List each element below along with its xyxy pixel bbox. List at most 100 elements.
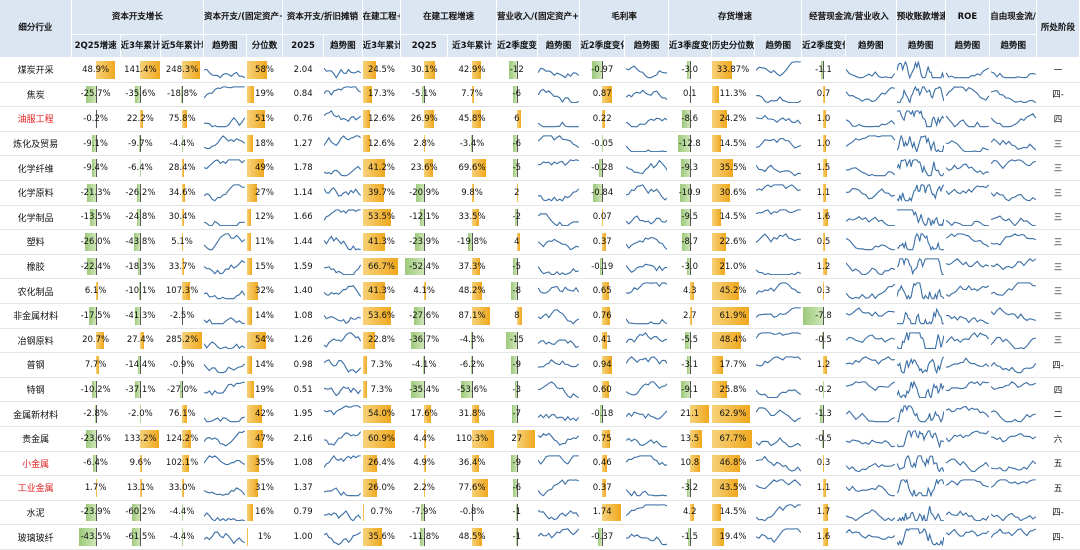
value-cell: 12.6% [362,107,401,132]
industry-name: 煤炭开采 [0,58,71,83]
value-text: 15% [247,258,282,276]
value-cell: 16% [246,500,283,525]
trend-sparkline [756,233,801,251]
value-text: 1.7% [72,479,119,497]
value-cell: 124.2% [161,426,204,451]
value-text: -3.0 [669,61,710,79]
trend-cell [896,303,945,328]
trend-sparkline [324,258,361,276]
trend-sparkline [846,504,895,522]
trend-sparkline [991,307,1036,325]
value-cell: 7.7% [71,353,120,378]
value-text: 0.65 [581,282,624,300]
trend-cell [845,254,896,279]
value-text: 31.8% [449,405,496,423]
trend-sparkline [626,233,668,251]
value-text: 17.6% [402,405,447,423]
value-cell: -5 [496,254,537,279]
trend-sparkline [756,430,801,448]
value-text: 16% [247,504,282,522]
trend-cell [203,353,246,378]
value-text: -43.8% [121,233,160,251]
value-cell: 6 [496,107,537,132]
subheader-2: 近5年累计增速 [161,35,204,58]
value-cell: -1.1 [802,58,846,83]
trend-cell [990,82,1037,107]
trend-cell [203,58,246,83]
stage-cell: 一 [1037,58,1080,83]
value-cell: 0.87 [580,82,625,107]
value-text: -52.4% [402,258,447,276]
value-cell: 20.7% [71,328,120,353]
value-cell: 2.04 [283,58,324,83]
trend-sparkline [897,209,944,227]
value-cell: 39.7% [362,180,401,205]
trend-sparkline [897,356,944,374]
industry-name: 金属新材料 [0,402,71,427]
value-text: 35.6% [363,528,400,546]
value-text: 4.1% [402,282,447,300]
trend-cell [203,476,246,501]
value-text: -26.2% [121,184,160,202]
trend-cell [625,230,669,255]
value-text: 0.7% [363,504,400,522]
trend-cell [845,131,896,156]
trend-sparkline [846,159,895,177]
value-text: 0.41 [581,332,624,350]
trend-cell [990,353,1037,378]
value-cell: 2 [496,180,537,205]
value-text: 107.3% [162,282,203,300]
trend-sparkline [846,381,895,399]
value-cell: -27.0% [161,377,204,402]
value-cell: 35% [246,451,283,476]
value-text: 41.3% [363,282,400,300]
value-text: 45.8% [449,110,496,128]
value-cell: 1.74 [580,500,625,525]
trend-sparkline [946,282,989,300]
trend-sparkline [991,504,1036,522]
trend-sparkline [991,528,1036,546]
value-text: -1.1 [803,61,845,79]
trend-cell [203,402,246,427]
value-text: -1.5 [669,528,710,546]
value-cell: -6.4% [71,451,120,476]
value-text: -3.0 [669,258,710,276]
value-text: 2.7 [669,307,710,325]
trend-cell [896,279,945,304]
value-cell: -9.5 [668,205,711,230]
value-cell: -21.3% [71,180,120,205]
trend-cell [845,377,896,402]
value-cell: 27% [246,180,283,205]
value-text: 87.1% [449,307,496,325]
value-cell: 12.6% [362,131,401,156]
trend-sparkline [538,135,579,153]
value-cell: 18% [246,131,283,156]
value-cell: 30.6% [711,180,755,205]
value-cell: 2.16 [283,426,324,451]
trend-sparkline [756,61,801,79]
value-cell: -15 [496,328,537,353]
value-cell: 4.9% [401,451,448,476]
trend-cell [896,205,945,230]
value-cell: 4.2 [668,500,711,525]
industry-name: 化学纤维 [0,156,71,181]
trend-cell [537,205,580,230]
value-text: -2.8% [72,405,119,423]
value-text: 1.59 [284,258,323,276]
trend-cell [625,353,669,378]
trend-cell [323,377,362,402]
value-cell: 1.78 [283,156,324,181]
value-text: 54.0% [363,405,400,423]
value-text: -6.2% [449,356,496,374]
trend-sparkline [897,258,944,276]
value-cell: 53.5% [362,205,401,230]
subheader-6: 趋势图 [323,35,362,58]
trend-cell [845,451,896,476]
trend-cell [896,107,945,132]
value-cell: -26.0% [71,230,120,255]
trend-cell [203,426,246,451]
value-text: -23.6% [72,430,119,448]
trend-cell [203,500,246,525]
value-text: 1.00 [284,528,323,546]
stage-cell: 三 [1037,156,1080,181]
